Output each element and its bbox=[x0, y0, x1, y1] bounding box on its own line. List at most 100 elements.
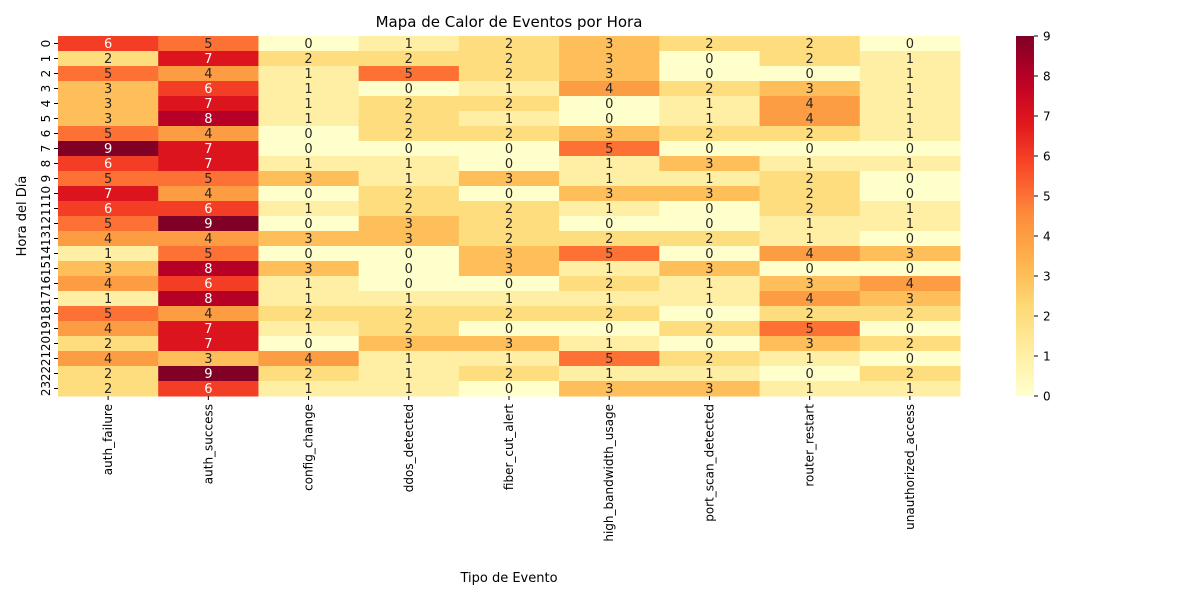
cell-value-label: 0 bbox=[806, 367, 814, 382]
cell-value-label: 3 bbox=[304, 172, 312, 187]
heatmap-cell bbox=[358, 96, 460, 112]
cell-value-label: 3 bbox=[605, 127, 613, 142]
heatmap-cell bbox=[258, 66, 360, 82]
heatmap-cell bbox=[258, 96, 360, 112]
heatmap-cell bbox=[458, 201, 560, 217]
heatmap-cell bbox=[458, 111, 560, 127]
cell-value-label: 2 bbox=[304, 307, 312, 322]
cell-value-label: 3 bbox=[806, 277, 814, 292]
y-tick-label: 12 bbox=[39, 216, 53, 231]
heatmap-cell bbox=[58, 111, 159, 127]
heatmap-cell bbox=[458, 36, 560, 52]
heatmap-cell bbox=[458, 96, 560, 112]
y-tick-label: 3 bbox=[39, 85, 53, 93]
cell-value-label: 0 bbox=[505, 322, 513, 337]
heatmap-cell bbox=[859, 231, 961, 247]
cell-value-label: 1 bbox=[806, 157, 814, 172]
cell-value-label: 3 bbox=[505, 172, 513, 187]
heatmap-cell bbox=[358, 126, 460, 142]
heatmap-cell bbox=[559, 216, 660, 232]
cell-value-label: 2 bbox=[405, 202, 413, 217]
heatmap-cell bbox=[659, 276, 761, 292]
cell-value-label: 2 bbox=[505, 37, 513, 52]
cell-value-label: 2 bbox=[806, 307, 814, 322]
cell-value-label: 4 bbox=[806, 112, 814, 127]
heatmap-cell bbox=[58, 216, 159, 232]
cell-value-label: 0 bbox=[806, 142, 814, 157]
heatmap-cell bbox=[859, 306, 961, 322]
heatmap-cell bbox=[358, 321, 460, 337]
cell-value-label: 7 bbox=[104, 187, 112, 202]
cell-value-label: 0 bbox=[705, 217, 713, 232]
cell-value-label: 0 bbox=[605, 97, 613, 112]
cell-value-label: 2 bbox=[405, 112, 413, 127]
heatmap-cell bbox=[58, 261, 159, 277]
cell-value-label: 6 bbox=[204, 277, 212, 292]
cell-value-label: 2 bbox=[906, 367, 914, 382]
heatmap-cell bbox=[58, 321, 159, 337]
heatmap-cell bbox=[58, 336, 159, 352]
heatmap-cell bbox=[258, 381, 360, 397]
heatmap-cell bbox=[358, 156, 460, 172]
heatmap-cell bbox=[859, 81, 961, 97]
heatmap-cell bbox=[559, 336, 660, 352]
cell-value-label: 0 bbox=[304, 337, 312, 352]
heatmap-cell bbox=[158, 366, 259, 382]
cell-value-label: 3 bbox=[605, 187, 613, 202]
heatmap-cell bbox=[458, 351, 560, 367]
heatmap-cell bbox=[458, 216, 560, 232]
cell-value-label: 1 bbox=[906, 202, 914, 217]
cell-value-label: 0 bbox=[605, 322, 613, 337]
cell-value-label: 2 bbox=[405, 52, 413, 67]
heatmap-cell bbox=[659, 246, 761, 262]
heatmap-cell bbox=[458, 171, 560, 187]
heatmap-cell bbox=[58, 186, 159, 202]
cell-value-label: 2 bbox=[605, 307, 613, 322]
cell-value-label: 1 bbox=[605, 292, 613, 307]
y-tick-label: 11 bbox=[39, 201, 53, 216]
heatmap-cell bbox=[859, 141, 961, 157]
heatmap-cell bbox=[158, 81, 259, 97]
cell-value-label: 1 bbox=[405, 172, 413, 187]
cell-value-label: 4 bbox=[304, 352, 312, 367]
cell-value-label: 0 bbox=[906, 172, 914, 187]
y-tick-label: 15 bbox=[39, 261, 53, 276]
heatmap-cell bbox=[859, 366, 961, 382]
cell-value-label: 1 bbox=[104, 247, 112, 262]
heatmap-cell bbox=[859, 246, 961, 262]
heatmap-cell bbox=[458, 81, 560, 97]
cell-value-label: 3 bbox=[104, 97, 112, 112]
heatmap-cell bbox=[258, 246, 360, 262]
heatmap-cell bbox=[659, 156, 761, 172]
cell-value-label: 1 bbox=[405, 292, 413, 307]
heatmap-cell bbox=[358, 306, 460, 322]
cell-value-label: 2 bbox=[505, 127, 513, 142]
y-tick-label: 9 bbox=[39, 175, 53, 183]
cell-value-label: 2 bbox=[405, 307, 413, 322]
cell-value-label: 1 bbox=[806, 232, 814, 247]
cell-value-label: 3 bbox=[605, 37, 613, 52]
heatmap-cell bbox=[358, 276, 460, 292]
heatmap-cell bbox=[759, 231, 861, 247]
cell-value-label: 1 bbox=[304, 97, 312, 112]
cell-value-label: 1 bbox=[806, 382, 814, 397]
heatmap-cell bbox=[458, 381, 560, 397]
heatmap-cell bbox=[158, 201, 259, 217]
heatmap-cell bbox=[358, 336, 460, 352]
heatmap-cell bbox=[358, 186, 460, 202]
heatmap-cell bbox=[58, 66, 159, 82]
heatmap-cell bbox=[559, 111, 660, 127]
cell-value-label: 3 bbox=[705, 187, 713, 202]
y-tick-label: 19 bbox=[39, 321, 53, 336]
cell-value-label: 5 bbox=[605, 247, 613, 262]
cell-value-label: 0 bbox=[906, 322, 914, 337]
heatmap-cell bbox=[458, 291, 560, 307]
heatmap-cell bbox=[258, 201, 360, 217]
cell-value-label: 4 bbox=[104, 277, 112, 292]
cell-value-label: 1 bbox=[405, 367, 413, 382]
heatmap-cell bbox=[58, 276, 159, 292]
cell-value-label: 2 bbox=[405, 97, 413, 112]
heatmap-cell bbox=[58, 36, 159, 52]
cell-value-label: 0 bbox=[806, 67, 814, 82]
